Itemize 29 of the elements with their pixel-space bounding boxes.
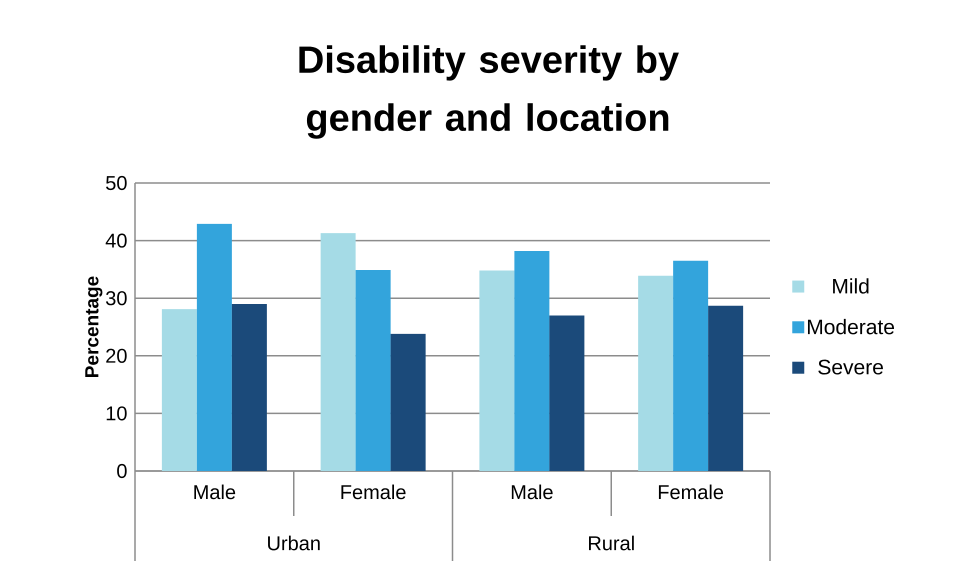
chart-title: Disability severity by gender and location bbox=[299, 45, 679, 139]
bar bbox=[320, 233, 356, 471]
bar bbox=[549, 315, 584, 471]
y-tick-label: 40 bbox=[106, 234, 127, 248]
x-tick-label: Male bbox=[194, 484, 236, 500]
y-tick-label: 10 bbox=[106, 406, 127, 420]
x-tick-label: Female bbox=[341, 484, 406, 500]
bar bbox=[356, 270, 391, 471]
y-tick-label: 0 bbox=[117, 464, 127, 478]
bar bbox=[673, 260, 708, 471]
bar bbox=[479, 270, 514, 471]
bar bbox=[232, 304, 267, 471]
text: Urban bbox=[268, 536, 320, 550]
bar bbox=[638, 276, 674, 471]
legend-label: Severe bbox=[818, 360, 883, 375]
y-tick-label: 50 bbox=[106, 176, 127, 190]
y-tick-label: 20 bbox=[106, 348, 127, 363]
x-tick-label: Female bbox=[658, 484, 724, 500]
bar bbox=[514, 250, 550, 471]
legend-label: Moderate bbox=[808, 318, 894, 334]
y-tick-label: 30 bbox=[106, 291, 127, 306]
bar bbox=[162, 309, 197, 471]
text: Rural bbox=[589, 536, 634, 550]
bar bbox=[390, 334, 426, 471]
legend-label: Mild bbox=[833, 278, 868, 294]
x-tick-label: Male bbox=[512, 484, 553, 500]
bar bbox=[708, 306, 744, 471]
bar bbox=[196, 224, 232, 471]
y-axis-title: Percentage bbox=[85, 276, 102, 377]
